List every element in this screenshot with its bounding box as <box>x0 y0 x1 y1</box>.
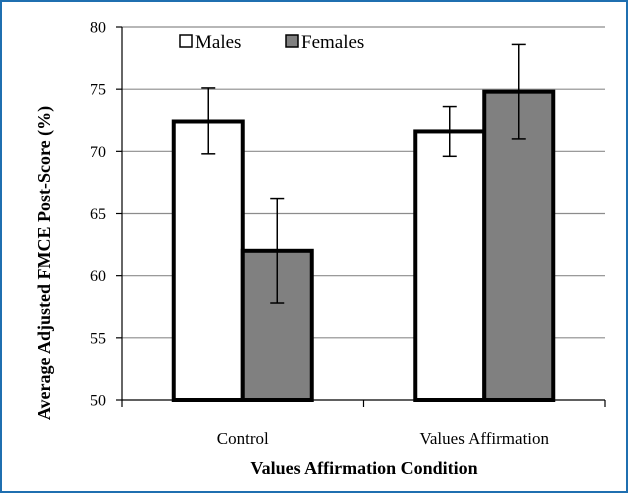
legend-swatch-males <box>179 34 193 48</box>
bar-females-1 <box>482 89 556 403</box>
axes <box>116 26 606 407</box>
y-tick-label: 80 <box>90 20 106 37</box>
x-category-label: Control <box>217 429 269 448</box>
legend-label-males: Males <box>195 32 241 53</box>
y-tick-label: 65 <box>90 206 106 223</box>
x-axis-title: Values Affirmation Condition <box>250 458 477 478</box>
legend-background <box>165 33 401 53</box>
x-category-labels: Control Values Affirmation <box>217 429 550 448</box>
y-tick-label: 75 <box>90 82 106 99</box>
x-category-label: Values Affirmation <box>419 429 549 448</box>
legend-label-females: Females <box>301 32 364 53</box>
y-axis-title: Average Adjusted FMCE Post-Score (%) <box>34 106 55 420</box>
error-bars <box>201 43 526 304</box>
y-tick-label: 60 <box>90 268 106 285</box>
y-tick-label: 50 <box>90 393 106 410</box>
bar-males-1 <box>413 129 487 402</box>
legend: Males Females <box>165 32 401 53</box>
y-tick-label: 70 <box>90 144 106 161</box>
y-tick-labels: 50 55 60 65 70 75 80 <box>90 20 106 410</box>
bars <box>171 89 556 403</box>
y-tick-label: 55 <box>90 330 106 347</box>
bar-males-0 <box>171 119 245 402</box>
legend-swatch-females <box>285 34 299 48</box>
